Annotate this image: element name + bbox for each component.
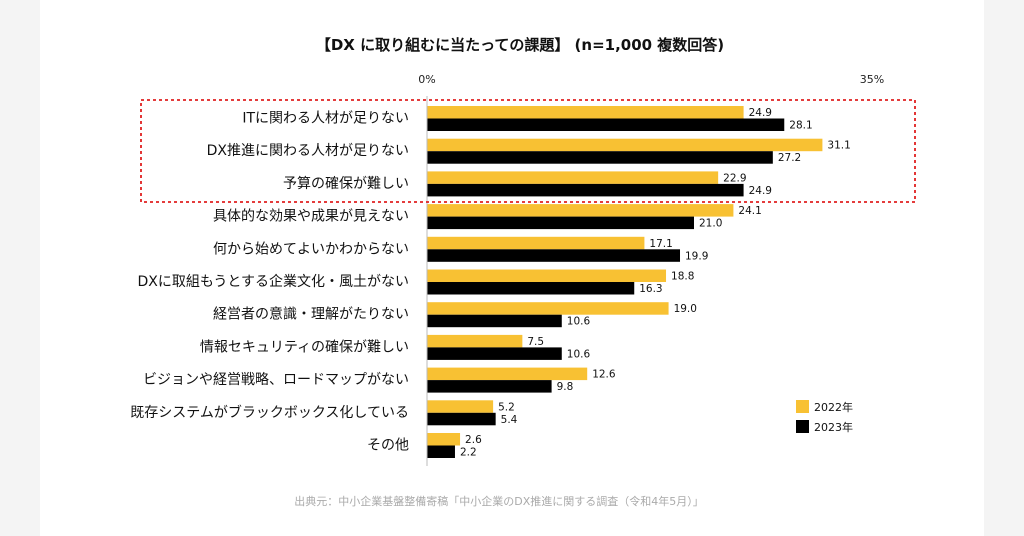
legend-swatch-2023 bbox=[796, 420, 809, 433]
source-note: 出典元：中小企業基盤整備寄稿「中小企業のDX推進に関する調査（令和4年5月）」 bbox=[294, 494, 704, 508]
bar-2022 bbox=[427, 433, 461, 446]
category-label: 具体的な効果や成果が見えない bbox=[213, 209, 409, 225]
category-label: ビジョンや経営戦略、ロードマップがない bbox=[143, 372, 409, 388]
value-label: 27.2 bbox=[778, 152, 801, 164]
category-label: その他 bbox=[367, 438, 409, 454]
bar-2022 bbox=[427, 334, 523, 348]
value-label: 18.8 bbox=[671, 271, 694, 283]
legend: 2022年 2023年 bbox=[796, 400, 853, 434]
bar-2023 bbox=[427, 412, 496, 426]
category-label: 何から始めてよいかわからない bbox=[213, 241, 409, 257]
bar-2023 bbox=[427, 151, 773, 164]
axis-max-label: 35% bbox=[860, 73, 884, 86]
value-label: 24.9 bbox=[749, 107, 772, 119]
bar-2023 bbox=[427, 183, 744, 197]
value-label: 31.1 bbox=[827, 140, 850, 152]
category-label: 経営者の意識・理解がたりない bbox=[213, 306, 409, 323]
category-label: 予算の確保が難しい bbox=[283, 176, 409, 192]
highlight-box bbox=[140, 99, 916, 203]
value-label: 2.2 bbox=[460, 447, 477, 459]
bar-2023 bbox=[427, 282, 635, 295]
bar-2023 bbox=[427, 380, 552, 393]
bars-group: ITに関わる人材が足りない 24.9 28.1 DX推進に関わる人材が足りない 31.1… bbox=[130, 106, 851, 459]
bar-2022 bbox=[427, 236, 645, 250]
bar-2022 bbox=[427, 302, 669, 315]
value-label: 10.6 bbox=[567, 348, 591, 360]
legend-label: 2022年 bbox=[814, 400, 853, 414]
axis-min-label: 0% bbox=[418, 73, 435, 86]
category-label: DX推進に関わる人材が足りない bbox=[207, 143, 409, 159]
value-label: 16.3 bbox=[639, 283, 662, 295]
bar-2023 bbox=[427, 445, 455, 458]
value-label: 22.9 bbox=[723, 172, 746, 184]
value-label: 10.6 bbox=[567, 316, 591, 328]
category-label: 既存システムがブラックボックス化している bbox=[130, 404, 409, 421]
category-label: DXに取組もうとする企業文化・風土がない bbox=[137, 273, 409, 290]
bar-2023 bbox=[427, 249, 681, 262]
value-label: 24.1 bbox=[738, 205, 761, 217]
bar-2022 bbox=[427, 367, 588, 381]
value-label: 24.9 bbox=[749, 185, 772, 197]
bar-2023 bbox=[427, 216, 694, 230]
category-label: 情報セキュリティの確保が難しい bbox=[200, 339, 409, 355]
bar-2022 bbox=[427, 400, 494, 413]
bar-2022 bbox=[427, 269, 667, 282]
value-label: 12.6 bbox=[592, 369, 616, 381]
bar-chart: 【DX に取り組むに当たっての課題】 (n=1,000 複数回答) 0% 35%… bbox=[130, 36, 916, 508]
value-label: 5.2 bbox=[498, 401, 515, 413]
category-label: ITに関わる人材が足りない bbox=[242, 111, 409, 127]
chart-title: 【DX に取り組むに当たっての課題】 (n=1,000 複数回答) bbox=[316, 36, 724, 54]
value-label: 17.1 bbox=[649, 238, 672, 250]
legend-label: 2023年 bbox=[814, 420, 853, 434]
legend-swatch-2022 bbox=[796, 400, 809, 413]
value-label: 28.1 bbox=[789, 120, 812, 132]
bar-2023 bbox=[427, 347, 562, 360]
bar-2022 bbox=[427, 106, 744, 119]
bar-2022 bbox=[427, 171, 719, 184]
value-label: 9.8 bbox=[557, 381, 574, 393]
value-label: 5.4 bbox=[501, 414, 518, 426]
value-label: 21.0 bbox=[699, 218, 722, 230]
value-label: 19.9 bbox=[685, 250, 708, 262]
chart-card: 【DX に取り組むに当たっての課題】 (n=1,000 複数回答) 0% 35%… bbox=[40, 0, 984, 536]
bar-2022 bbox=[427, 138, 823, 152]
value-label: 7.5 bbox=[527, 336, 544, 348]
value-label: 2.6 bbox=[465, 434, 482, 446]
bar-2022 bbox=[427, 204, 734, 217]
bar-2023 bbox=[427, 118, 785, 131]
value-label: 19.0 bbox=[674, 303, 697, 315]
bar-2023 bbox=[427, 314, 562, 328]
